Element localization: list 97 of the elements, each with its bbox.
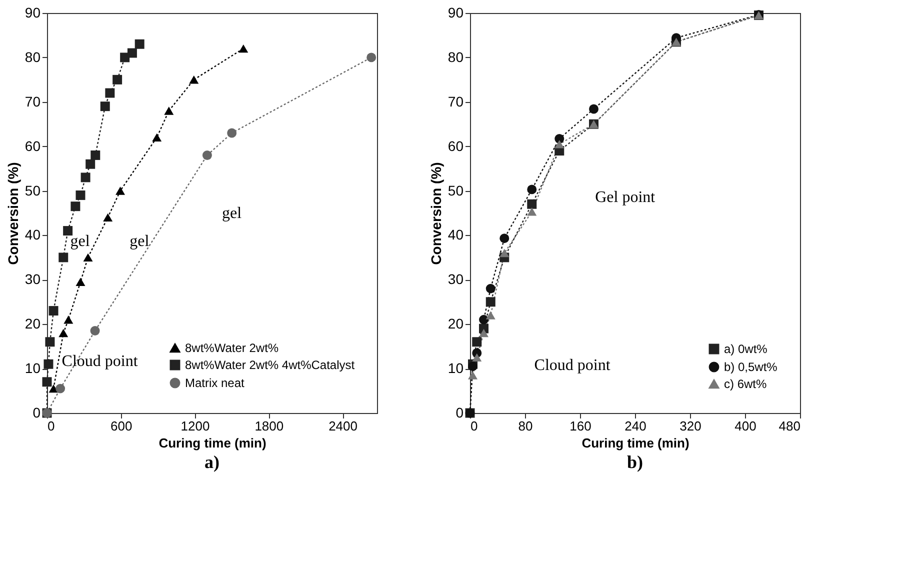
- point: [63, 226, 73, 236]
- point: [70, 202, 80, 212]
- point: [366, 52, 376, 62]
- x-tick-label: 2400: [328, 418, 358, 434]
- point: [90, 150, 100, 160]
- point: [64, 316, 74, 324]
- y-tick-label: 60: [448, 138, 464, 154]
- point: [105, 88, 115, 98]
- point: [589, 104, 598, 114]
- point: [479, 328, 488, 338]
- point: [58, 252, 68, 262]
- y-tick-label: 40: [24, 226, 41, 243]
- point: [472, 353, 482, 362]
- text: b): [626, 452, 644, 472]
- point: [127, 48, 137, 58]
- x-tick-label: 400: [734, 418, 756, 434]
- legend-label: Matrix neat: [185, 376, 246, 390]
- point: [76, 278, 86, 286]
- y-tick-label: 50: [448, 182, 464, 198]
- x-axis-title: Curing time (min): [582, 436, 690, 450]
- point: [202, 150, 212, 160]
- annotation: Cloud point: [62, 353, 138, 370]
- text: a): [204, 452, 220, 472]
- x-tick-label: 1200: [180, 418, 210, 434]
- y-tick-label: 10: [24, 360, 41, 376]
- point: [45, 337, 55, 347]
- point: [189, 76, 199, 84]
- y-axis-title: Conversion (%): [4, 162, 21, 265]
- point: [486, 284, 496, 294]
- y-tick-label: 50: [24, 182, 41, 198]
- y-tick-label: 70: [24, 93, 41, 110]
- point: [42, 377, 52, 387]
- point: [112, 74, 122, 84]
- point: [80, 172, 90, 182]
- annotation: gel: [222, 205, 242, 222]
- point: [83, 253, 93, 262]
- point: [472, 337, 482, 347]
- point: [90, 326, 100, 336]
- x-tick-label: 80: [518, 418, 533, 434]
- legend-label: 8wt%Water 2wt% 4wt%Catalyst: [185, 358, 356, 372]
- y-tick-label: 20: [24, 316, 41, 332]
- annotation: gel: [130, 233, 150, 250]
- point: [86, 159, 96, 169]
- y-tick-label: 40: [448, 226, 464, 243]
- y-tick-label: 0: [456, 404, 464, 420]
- legend-label: 8wt%Water 2wt%: [185, 341, 279, 355]
- x-tick-label: 480: [778, 418, 800, 434]
- y-tick-label: 90: [24, 4, 41, 20]
- point: [468, 371, 478, 380]
- point: [164, 106, 174, 115]
- point: [500, 248, 510, 258]
- point: [479, 314, 488, 324]
- x-tick-label: 1800: [254, 418, 284, 434]
- point: [134, 39, 144, 49]
- legend-label: a) 0wt%: [724, 342, 768, 356]
- point: [486, 297, 496, 307]
- y-tick-label: 0: [32, 404, 41, 420]
- x-tick-label: 0: [470, 418, 478, 434]
- x-tick-label: 160: [570, 418, 592, 434]
- legend-label: c) 6wt%: [724, 377, 768, 391]
- annotation: gel: [70, 233, 90, 250]
- y-tick-label: 10: [448, 360, 464, 376]
- y-tick-label: 20: [448, 316, 464, 332]
- point: [152, 133, 162, 142]
- point: [100, 102, 110, 112]
- point: [48, 306, 58, 316]
- point: [527, 184, 537, 194]
- point: [238, 44, 248, 53]
- point: [500, 234, 510, 244]
- x-tick-label: 240: [624, 418, 646, 434]
- point: [56, 384, 66, 394]
- x-tick-label: 600: [110, 418, 132, 434]
- y-tick-label: 70: [448, 93, 464, 110]
- legend-label: b) 0,5wt%: [724, 360, 778, 374]
- annotation: Cloud point: [534, 357, 611, 374]
- point: [486, 311, 496, 320]
- point: [58, 328, 68, 338]
- point: [468, 362, 478, 372]
- y-tick-label: 90: [448, 4, 464, 20]
- point: [554, 140, 564, 148]
- y-tick-label: 80: [448, 48, 464, 65]
- point: [227, 128, 237, 138]
- point: [527, 199, 537, 209]
- x-tick-label: 0: [48, 418, 55, 434]
- y-axis-title: Conversion (%): [428, 162, 444, 265]
- x-axis-title: Curing time (min): [158, 436, 266, 450]
- y-tick-label: 60: [24, 138, 41, 154]
- point: [103, 213, 113, 222]
- point: [76, 190, 86, 200]
- annotation: Gel point: [595, 189, 656, 206]
- point: [527, 208, 537, 216]
- y-tick-label: 30: [24, 271, 41, 288]
- y-tick-label: 30: [448, 271, 464, 288]
- point: [44, 359, 54, 369]
- point: [116, 186, 126, 195]
- y-tick-label: 80: [24, 48, 41, 65]
- x-tick-label: 320: [680, 418, 702, 434]
